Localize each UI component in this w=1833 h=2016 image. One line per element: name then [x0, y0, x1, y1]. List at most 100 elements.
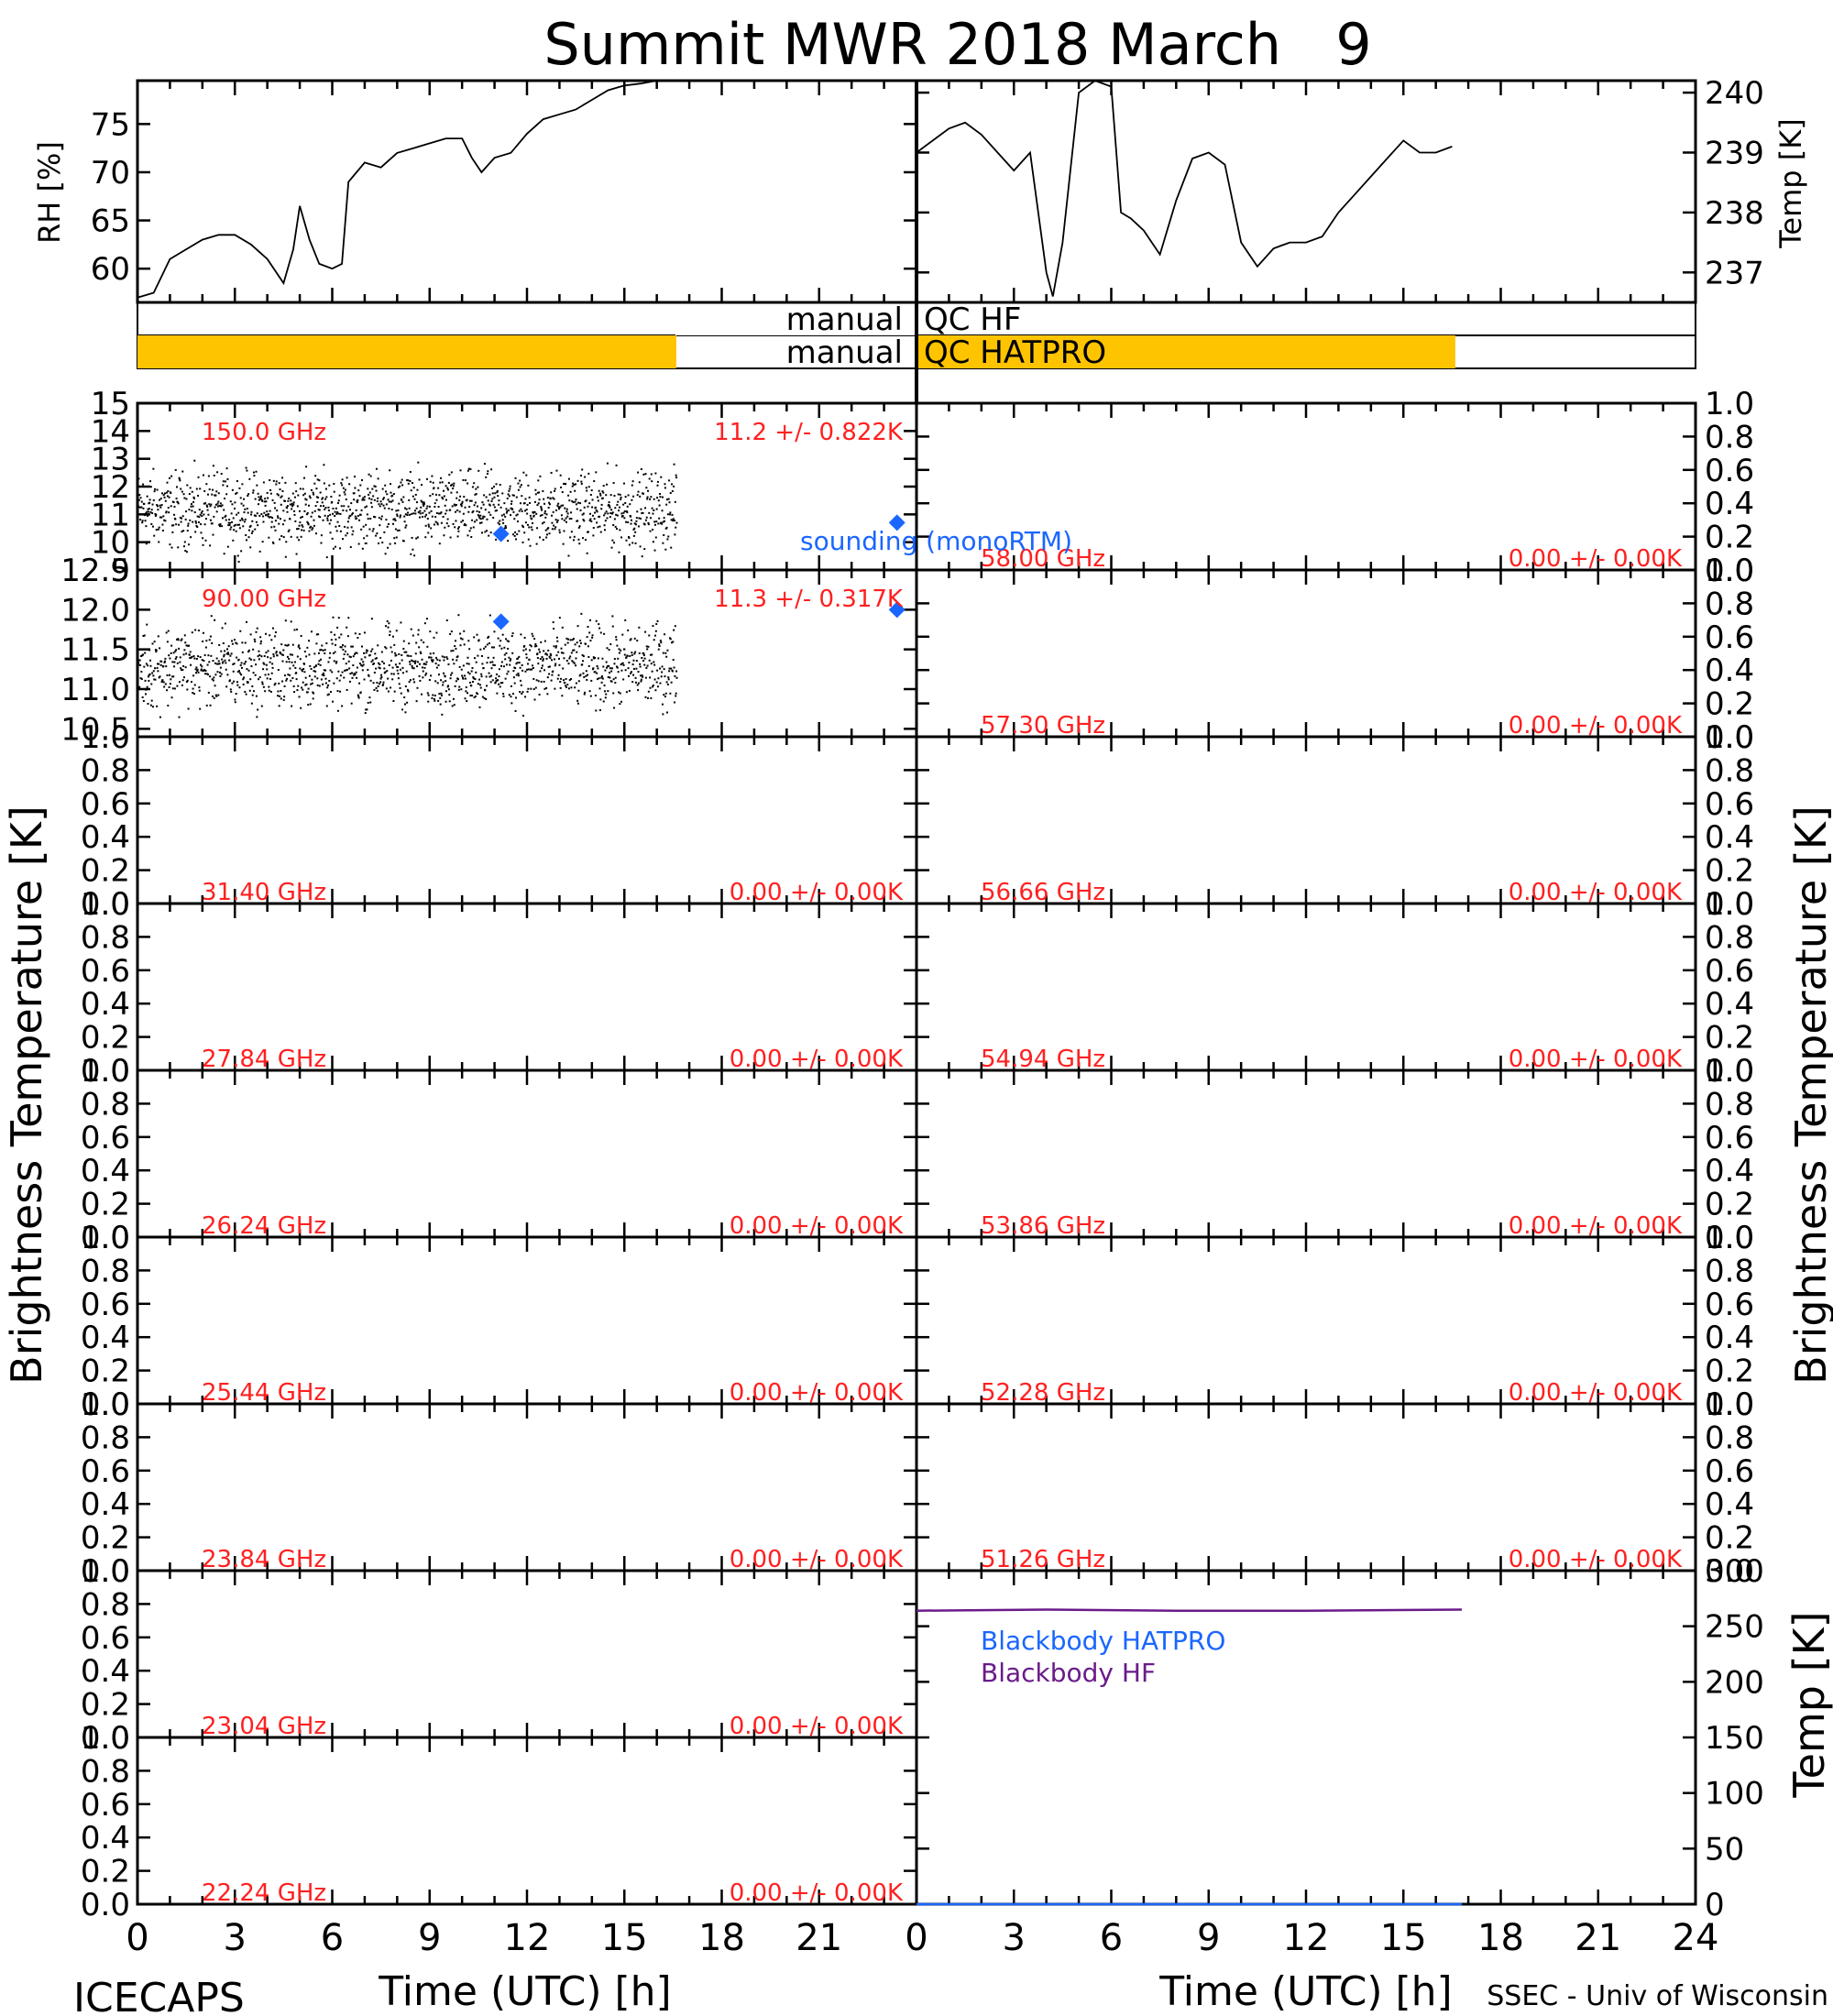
data-point [314, 505, 317, 508]
data-point [154, 514, 157, 517]
data-point [522, 649, 525, 652]
data-point [269, 488, 272, 491]
data-point [616, 514, 619, 517]
data-point [552, 497, 554, 499]
data-point [543, 680, 545, 683]
data-point [307, 704, 310, 707]
data-point [298, 644, 301, 647]
data-point [249, 524, 252, 527]
data-point [455, 647, 457, 650]
data-point [500, 514, 503, 517]
y-tick-label: 0.4 [1705, 1486, 1754, 1523]
y-ticks-ch2544-left: 0.00.20.40.60.81.0 [81, 1220, 916, 1423]
data-point [470, 499, 473, 502]
data-point [159, 647, 161, 650]
data-point [501, 492, 504, 495]
data-point [475, 661, 477, 663]
data-point [228, 524, 231, 527]
y-tick-label: 0.8 [81, 1086, 130, 1123]
data-point [403, 515, 406, 518]
data-point [479, 686, 482, 689]
data-point [344, 493, 346, 496]
data-point [351, 676, 354, 679]
data-point [545, 653, 548, 656]
data-point [271, 663, 274, 665]
data-point [247, 494, 249, 497]
y-tick-label: 0.4 [1705, 652, 1754, 689]
data-point [186, 679, 189, 682]
data-point [171, 531, 174, 533]
data-point [267, 656, 269, 659]
x-tick-label: 21 [1575, 1917, 1621, 1959]
data-point [375, 657, 378, 660]
data-point [348, 667, 351, 670]
data-point [137, 661, 139, 663]
data-point [278, 482, 280, 485]
data-point [457, 530, 460, 532]
data-point [204, 673, 207, 675]
data-point [411, 512, 413, 515]
data-point [599, 494, 602, 497]
data-point [485, 675, 488, 678]
data-point [379, 505, 381, 508]
data-point [366, 505, 368, 508]
y-tick-label: 0.8 [1705, 1086, 1754, 1123]
data-point [657, 499, 660, 502]
data-point [251, 530, 254, 532]
data-point [159, 499, 161, 501]
data-point [329, 652, 332, 654]
data-point [290, 535, 292, 538]
data-point [175, 638, 178, 641]
data-point [221, 662, 224, 664]
data-point [311, 528, 313, 531]
data-point [403, 651, 406, 653]
data-point [166, 689, 169, 692]
data-point [501, 519, 504, 521]
data-point [401, 672, 404, 674]
data-point [542, 490, 544, 493]
data-point [277, 669, 280, 672]
data-point [158, 676, 160, 679]
y-tick-label: 12 [91, 469, 130, 506]
data-point [561, 518, 564, 520]
data-point [271, 666, 274, 669]
data-point [335, 507, 337, 509]
data-point [605, 510, 608, 513]
data-point [570, 652, 573, 654]
data-point [423, 515, 426, 518]
data-point [467, 640, 470, 642]
data-point [394, 542, 397, 544]
y-tick-label: 0.2 [81, 1353, 130, 1390]
data-point [369, 475, 372, 477]
data-point [602, 665, 605, 668]
data-point [227, 652, 230, 655]
data-point [528, 526, 531, 529]
data-point [246, 539, 248, 542]
data-point [275, 652, 278, 654]
data-point [335, 512, 338, 515]
data-point [505, 511, 508, 514]
data-point [214, 506, 216, 509]
data-point [291, 492, 294, 495]
data-point [327, 509, 330, 511]
data-point [180, 667, 182, 670]
data-point [405, 524, 408, 527]
data-point [479, 514, 482, 517]
data-point [207, 674, 210, 676]
data-point [280, 653, 283, 656]
data-point [214, 662, 216, 664]
data-point [424, 663, 427, 665]
data-point [161, 679, 164, 682]
data-point [298, 539, 301, 542]
data-point [221, 517, 224, 520]
data-point [556, 640, 559, 642]
data-point [405, 670, 408, 673]
data-point [666, 649, 669, 652]
data-point [507, 509, 510, 511]
data-point [556, 504, 559, 507]
rh-axis-title: RH [%] [32, 141, 67, 244]
data-point [521, 669, 524, 672]
data-point [479, 648, 482, 651]
data-point [453, 663, 456, 665]
data-point [170, 696, 173, 699]
